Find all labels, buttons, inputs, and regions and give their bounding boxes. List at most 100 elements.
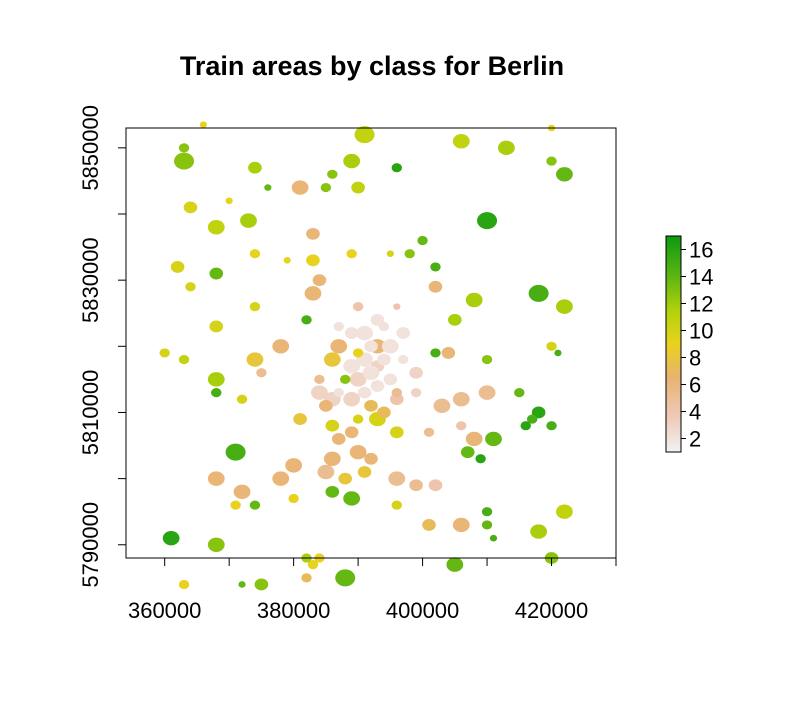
train-area-20 [240, 213, 257, 228]
colorbar-tick-label: 8 [689, 346, 701, 371]
train-area-16 [351, 181, 365, 194]
train-area-151 [319, 399, 333, 412]
train-area-149 [352, 348, 364, 358]
y-tick-label: 5830000 [78, 237, 103, 323]
train-area-86 [475, 454, 486, 464]
train-area-139 [333, 388, 344, 398]
colorbar-tick-label: 12 [689, 292, 713, 317]
train-area-78 [352, 414, 364, 424]
train-area-56 [159, 348, 170, 358]
train-area-71 [211, 388, 222, 398]
train-area-128 [362, 365, 380, 380]
train-area-118 [254, 578, 269, 591]
train-area-33 [417, 235, 428, 246]
train-area-53 [481, 354, 493, 365]
train-area-28 [306, 254, 320, 267]
train-area-59 [256, 368, 267, 378]
train-area-80 [389, 426, 404, 439]
y-axis: 5790000 5810000 5830000 5850000 [78, 105, 127, 588]
train-area-26 [249, 249, 261, 259]
x-tick-label: 420000 [515, 598, 588, 623]
train-area-73 [293, 413, 307, 425]
train-area-52 [323, 352, 341, 367]
train-area-67 [478, 385, 496, 400]
train-area-153 [526, 414, 538, 424]
train-area-88 [285, 458, 303, 473]
train-area-45 [556, 299, 573, 314]
train-area-72 [236, 394, 248, 404]
train-area-150 [410, 388, 422, 398]
train-area-58 [207, 372, 225, 387]
train-area-96 [325, 485, 340, 498]
train-area-142 [364, 399, 378, 412]
train-area-111 [489, 534, 498, 542]
train-area-65 [433, 398, 451, 414]
train-area-40 [393, 303, 401, 310]
train-area-132 [396, 327, 411, 339]
train-area-117 [238, 581, 246, 588]
train-area-121 [335, 569, 356, 587]
train-area-143 [377, 406, 391, 419]
train-area-146 [340, 374, 351, 384]
y-tick-label: 5850000 [78, 105, 103, 191]
train-area-106 [391, 500, 402, 510]
train-area-12 [264, 184, 272, 191]
train-area-4 [178, 143, 190, 153]
train-area-81 [423, 427, 435, 437]
train-area-108 [452, 517, 470, 533]
train-area-102 [364, 452, 378, 465]
train-area-44 [528, 284, 549, 302]
colorbar-tick-label: 2 [689, 427, 701, 452]
train-area-9 [497, 140, 515, 156]
train-area-25 [209, 267, 224, 280]
train-area-110 [481, 507, 493, 517]
x-tick-label: 380000 [257, 598, 330, 623]
train-area-64 [409, 366, 423, 379]
train-area-100 [323, 451, 341, 466]
train-area-60 [314, 374, 325, 384]
train-area-2 [452, 134, 470, 149]
train-area-109 [481, 520, 493, 530]
train-area-10 [546, 156, 557, 166]
train-area-75 [311, 385, 328, 400]
train-area-57 [178, 354, 190, 365]
train-area-17 [183, 201, 198, 214]
train-area-103 [230, 500, 241, 510]
train-area-144 [344, 426, 359, 439]
train-area-113 [556, 504, 573, 519]
y-tick-label: 5810000 [78, 370, 103, 456]
points-layer [159, 121, 573, 591]
train-area-115 [207, 537, 225, 552]
train-area-116 [178, 579, 190, 590]
train-area-87 [225, 443, 246, 461]
train-area-137 [370, 380, 385, 392]
train-area-34 [430, 262, 441, 272]
train-area-92 [388, 471, 406, 486]
train-area-136 [333, 321, 344, 332]
train-area-43 [448, 313, 462, 326]
train-area-152 [520, 421, 531, 431]
train-area-98 [233, 484, 251, 500]
train-area-74 [325, 419, 340, 432]
train-area-24 [185, 282, 196, 292]
train-area-112 [530, 524, 548, 539]
train-area-105 [288, 493, 299, 504]
x-tick-label: 400000 [386, 598, 459, 623]
train-area-61 [349, 372, 367, 387]
colorbar-tick-label: 4 [689, 400, 701, 425]
train-area-97 [207, 471, 225, 486]
train-area-11 [556, 167, 573, 182]
train-area-29 [312, 274, 327, 287]
train-area-91 [357, 466, 372, 478]
train-area-85 [460, 446, 475, 459]
train-area-69 [514, 388, 525, 398]
train-area-148 [378, 321, 390, 332]
train-area-49 [430, 348, 441, 358]
train-area-131 [381, 339, 399, 354]
train-area-21 [306, 227, 320, 240]
train-area-133 [356, 325, 373, 341]
train-area-18 [225, 197, 233, 205]
x-tick-label: 360000 [128, 598, 201, 623]
